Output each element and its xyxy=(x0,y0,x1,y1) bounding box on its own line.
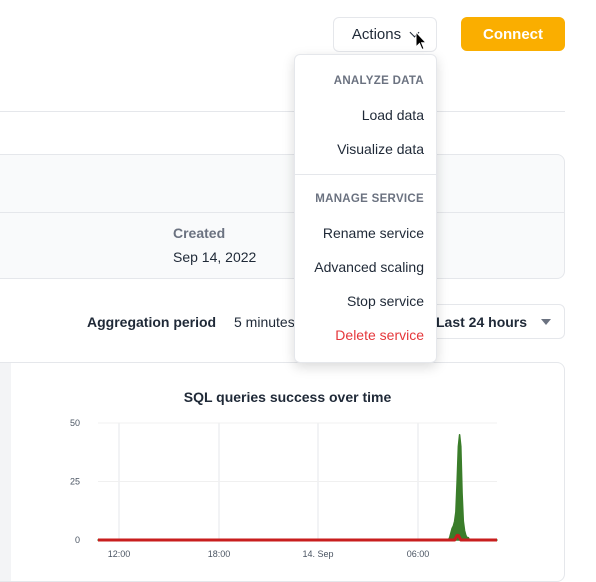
info-card-divider xyxy=(0,212,564,213)
actions-button[interactable]: Actions xyxy=(333,17,437,52)
chart-title: SQL queries success over time xyxy=(183,389,392,405)
x-tick-label: 06:00 xyxy=(407,549,430,559)
created-label: Created xyxy=(173,225,226,241)
actions-button-label: Actions xyxy=(351,26,402,43)
success-series-area xyxy=(97,433,498,541)
menu-item-load-data[interactable]: Load data xyxy=(361,107,424,123)
aggregation-period-select[interactable]: 5 minutes xyxy=(234,314,295,330)
menu-item-advanced-scaling[interactable]: Advanced scaling xyxy=(314,259,424,275)
menu-separator xyxy=(295,174,436,175)
y-tick-label: 0 xyxy=(75,535,80,545)
connect-button[interactable]: Connect xyxy=(461,17,565,51)
menu-item-visualize-data[interactable]: Visualize data xyxy=(337,141,424,157)
actions-dropdown-menu: ANALYZE DATA Load data Visualize data MA… xyxy=(294,54,437,363)
error-series-line xyxy=(97,533,498,542)
menu-item-delete-service[interactable]: Delete service xyxy=(335,327,424,343)
sql-success-chart: 0 25 50 12:00 18:00 14. Sep 06:00 xyxy=(70,418,498,559)
caret-down-icon xyxy=(541,319,551,325)
x-tick-label: 12:00 xyxy=(108,549,131,559)
service-info-card xyxy=(0,154,565,279)
chart-card-sidebar xyxy=(0,363,11,581)
y-tick-label: 25 xyxy=(70,477,80,487)
aggregation-period-label: Aggregation period xyxy=(87,314,217,330)
time-range-value: Last 24 hours xyxy=(436,314,528,330)
menu-section-analyze-data: ANALYZE DATA xyxy=(333,75,424,87)
time-range-select[interactable]: Last 24 hours xyxy=(420,304,565,339)
header-divider xyxy=(0,111,565,112)
mouse-cursor-icon xyxy=(415,31,427,51)
chart-card xyxy=(0,362,565,582)
menu-section-manage-service: MANAGE SERVICE xyxy=(315,193,424,205)
x-tick-label: 18:00 xyxy=(208,549,231,559)
menu-item-rename-service[interactable]: Rename service xyxy=(322,225,424,241)
y-tick-label: 50 xyxy=(70,418,80,428)
menu-item-stop-service[interactable]: Stop service xyxy=(346,293,424,309)
created-value: Sep 14, 2022 xyxy=(173,249,257,265)
x-tick-label: 14. Sep xyxy=(302,549,333,559)
